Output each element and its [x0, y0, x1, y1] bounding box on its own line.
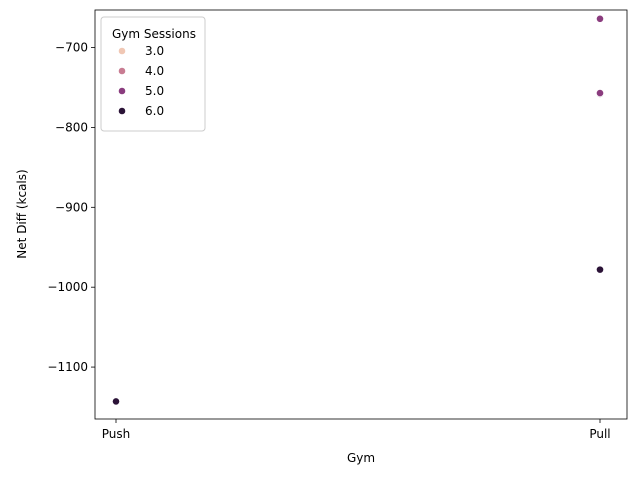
legend: Gym Sessions 3.0 4.0 5.0 6.0 — [101, 17, 205, 131]
legend-entry-label: 6.0 — [145, 104, 164, 118]
legend-marker — [118, 67, 125, 74]
legend-entry-label: 4.0 — [145, 64, 164, 78]
legend-title: Gym Sessions — [112, 27, 196, 41]
y-tick-label: −700 — [55, 41, 88, 55]
y-tick-label: −900 — [55, 200, 88, 214]
legend-marker — [118, 87, 125, 94]
y-axis-label: Net Diff (kcals) — [15, 169, 29, 258]
data-point — [596, 89, 603, 96]
x-tick-label: Push — [102, 427, 131, 441]
x-axis-ticks: Push Pull — [102, 419, 611, 441]
legend-entry-label: 5.0 — [145, 84, 164, 98]
y-tick-label: −1100 — [47, 360, 88, 374]
legend-marker — [118, 107, 125, 114]
data-point — [596, 266, 603, 273]
y-axis-ticks: −1100 −1000 −900 −800 −700 — [47, 41, 95, 375]
data-point — [596, 15, 603, 22]
legend-entry-label: 3.0 — [145, 44, 164, 58]
y-tick-label: −1000 — [47, 280, 88, 294]
data-point — [112, 398, 119, 405]
y-tick-label: −800 — [55, 120, 88, 134]
x-tick-label: Pull — [589, 427, 610, 441]
legend-marker — [118, 47, 125, 54]
x-axis-label: Gym — [347, 451, 375, 465]
